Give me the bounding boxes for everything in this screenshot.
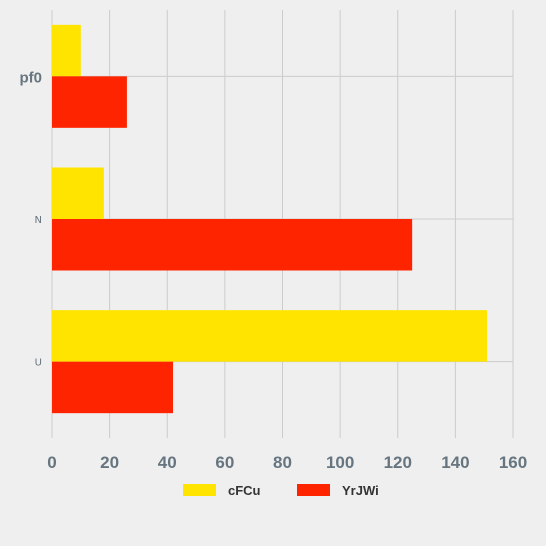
- legend-swatch-cFCu[interactable]: [183, 484, 216, 496]
- x-tick-label: 0: [47, 453, 56, 472]
- y-category-label: U: [35, 358, 42, 369]
- x-tick-label: 40: [158, 453, 177, 472]
- x-tick-label: 80: [273, 453, 292, 472]
- bars: [52, 24, 488, 414]
- x-tick-label: 20: [100, 453, 119, 472]
- legend-swatch-YrJWi[interactable]: [297, 484, 330, 496]
- bar-YrJWi-N[interactable]: [52, 219, 413, 271]
- legend-label-YrJWi[interactable]: YrJWi: [342, 483, 379, 498]
- x-axis-ticks: 0 20 40 60 80 100 120 140 160: [47, 453, 527, 472]
- x-tick-label: 120: [384, 453, 412, 472]
- y-category-label: pf0: [20, 69, 43, 86]
- x-tick-label: 140: [441, 453, 469, 472]
- bar-YrJWi-U[interactable]: [52, 361, 174, 414]
- y-category-label: N: [35, 215, 42, 226]
- x-tick-label: 100: [326, 453, 354, 472]
- y-axis-categories: pf0 N U: [20, 69, 43, 368]
- bar-cFCu-U[interactable]: [52, 310, 488, 362]
- bar-cFCu-pf0[interactable]: [52, 24, 81, 77]
- legend[interactable]: cFCu YrJWi: [183, 483, 379, 498]
- legend-label-cFCu[interactable]: cFCu: [228, 483, 261, 498]
- x-tick-label: 160: [499, 453, 527, 472]
- bar-YrJWi-pf0[interactable]: [52, 76, 127, 128]
- bar-cFCu-N[interactable]: [52, 167, 104, 220]
- x-tick-label: 60: [215, 453, 234, 472]
